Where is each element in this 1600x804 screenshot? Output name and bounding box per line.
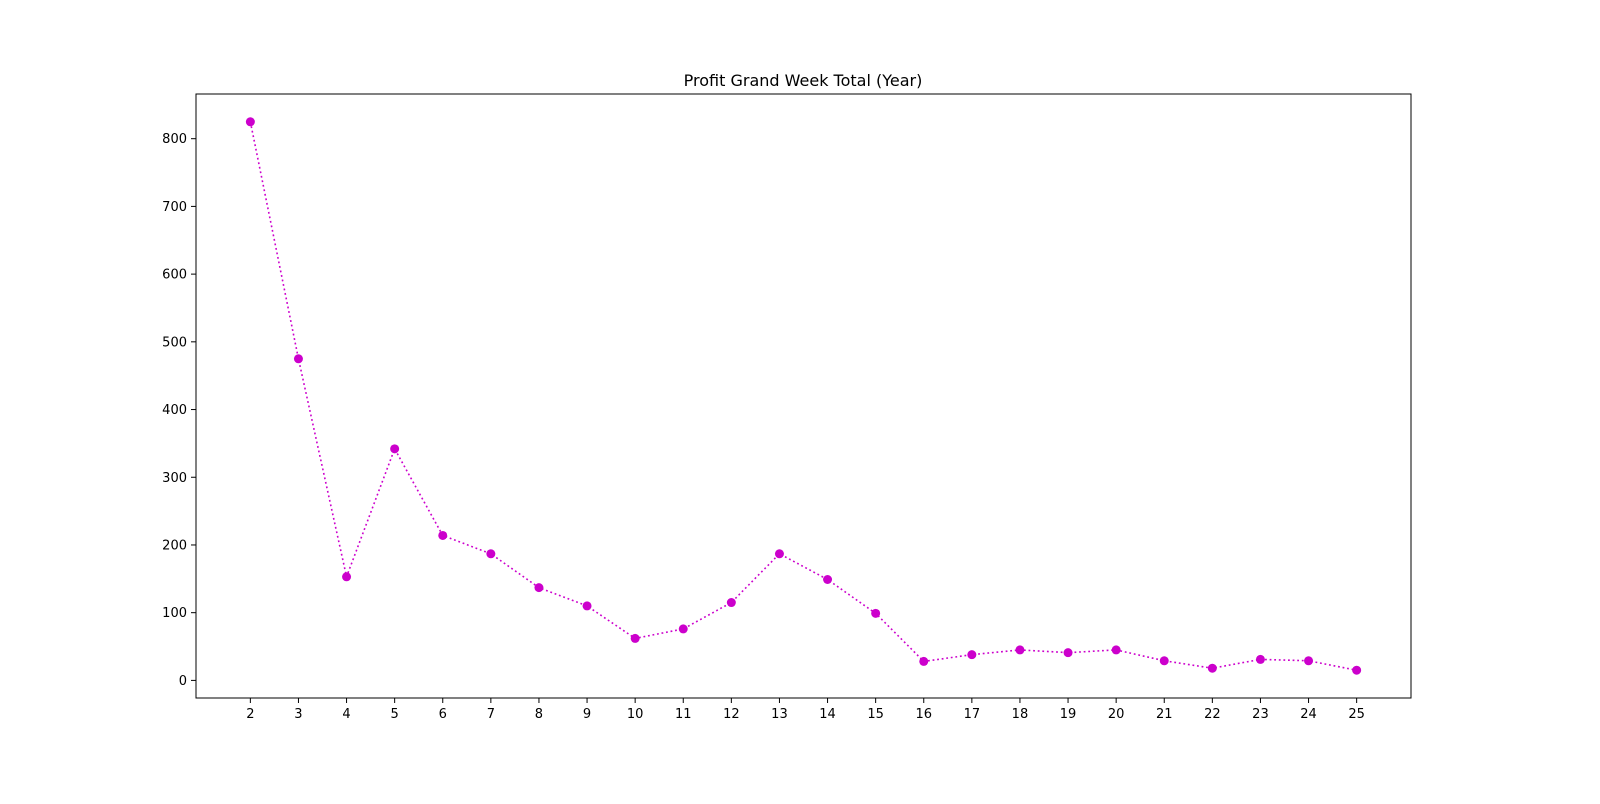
x-tick-label: 5 (391, 707, 399, 722)
data-point (774, 549, 784, 559)
data-point (582, 601, 592, 611)
x-tick-label: 4 (342, 707, 350, 722)
data-point (342, 572, 352, 582)
y-tick-label: 200 (162, 538, 187, 553)
y-tick-label: 100 (162, 606, 187, 621)
data-point (919, 656, 929, 666)
data-point (1159, 656, 1169, 666)
data-point (1111, 645, 1121, 655)
x-tick-label: 20 (1108, 707, 1125, 722)
y-axis: 0 100 200 300 400 500 600 700 800 (162, 132, 196, 689)
x-tick-label: 8 (535, 707, 543, 722)
x-tick-label: 6 (439, 707, 447, 722)
x-tick-label: 14 (819, 707, 836, 722)
y-tick-label: 500 (162, 335, 187, 350)
data-point (871, 608, 881, 618)
x-tick-label: 7 (487, 707, 495, 722)
data-point (1207, 663, 1217, 673)
x-axis: 2 3 4 5 6 7 8 9 10 11 12 13 14 15 16 17 18 19 20 21 22 23 24 25 (246, 698, 1365, 722)
x-tick-label: 15 (867, 707, 884, 722)
data-point (1015, 645, 1025, 655)
data-point (1304, 656, 1314, 666)
data-point (245, 117, 255, 127)
y-tick-label: 0 (179, 674, 187, 689)
x-tick-label: 22 (1204, 707, 1221, 722)
data-point (678, 624, 688, 634)
data-point (1352, 665, 1362, 675)
data-point (534, 583, 544, 593)
data-point (293, 354, 303, 364)
x-tick-label: 24 (1300, 707, 1317, 722)
data-point (823, 575, 833, 585)
x-tick-label: 2 (246, 707, 254, 722)
y-tick-label: 400 (162, 403, 187, 418)
data-point (486, 549, 496, 559)
x-tick-label: 12 (723, 707, 740, 722)
data-point (438, 530, 448, 540)
x-tick-label: 16 (915, 707, 932, 722)
x-tick-label: 21 (1156, 707, 1173, 722)
x-tick-label: 23 (1252, 707, 1269, 722)
data-point (967, 650, 977, 660)
x-tick-label: 13 (771, 707, 788, 722)
data-point (1063, 648, 1073, 658)
x-tick-label: 17 (964, 707, 981, 722)
x-tick-label: 11 (675, 707, 692, 722)
x-tick-label: 3 (294, 707, 302, 722)
series-group (245, 117, 1362, 675)
x-tick-label: 18 (1012, 707, 1029, 722)
plot-area-frame (195, 93, 1412, 699)
y-tick-label: 600 (162, 268, 187, 283)
x-tick-label: 19 (1060, 707, 1077, 722)
x-tick-label: 25 (1348, 707, 1365, 722)
x-tick-label: 10 (627, 707, 644, 722)
y-tick-label: 300 (162, 471, 187, 486)
data-point (630, 633, 640, 643)
data-point (390, 444, 400, 454)
data-point (726, 598, 736, 608)
series-line (249, 121, 1357, 672)
x-tick-label: 9 (583, 707, 591, 722)
chart-title: Profit Grand Week Total (Year) (684, 71, 923, 90)
data-point (1255, 654, 1265, 664)
y-tick-label: 800 (162, 132, 187, 147)
y-tick-label: 700 (162, 200, 187, 215)
